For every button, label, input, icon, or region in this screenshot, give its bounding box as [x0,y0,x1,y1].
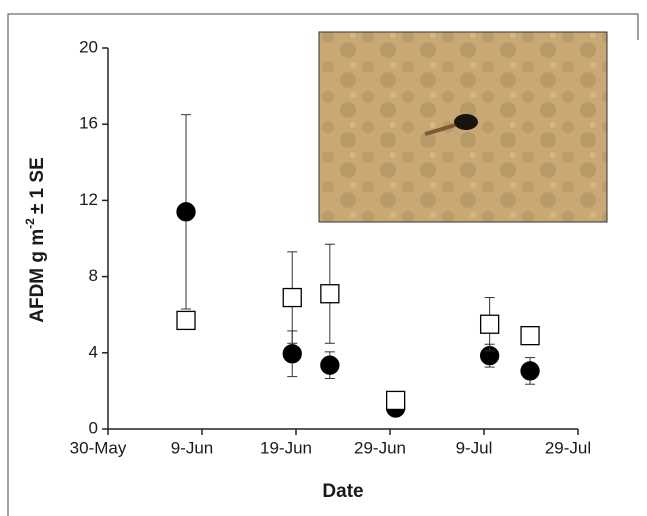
point [320,355,340,375]
x-tick-label: 9-Jul [456,438,493,457]
y-tick-label: 0 [89,418,98,437]
point [282,344,302,364]
x-tick-label: 19-Jun [260,438,312,457]
y-tick-label: 16 [79,114,98,133]
x-tick-label: 30-May [70,438,127,457]
y-tick-label: 8 [89,266,98,285]
point [479,314,500,334]
y-axis-label: AFDM g m-2 ± 1 SE [23,157,48,323]
point [520,361,540,381]
x-axis-label: Date [322,481,363,502]
point [320,284,340,304]
y-tick-label: 20 [79,37,98,56]
x-tick-label: 9-Jun [171,438,214,457]
y-label-end: ± 1 SE [27,157,48,214]
point [282,287,302,308]
x-tick-label: 29-Jul [545,438,591,457]
inset-photo [318,31,608,223]
y-tick-label: 12 [79,190,98,209]
y-label-main: AFDM g m [27,229,48,323]
x-tick-label: 29-Jun [354,438,406,457]
y-tick-label: 4 [89,342,98,361]
point [176,202,196,222]
frame [7,13,639,516]
y-label-sup: -2 [23,218,37,229]
point [520,326,540,346]
point [176,310,196,331]
point [385,390,406,411]
